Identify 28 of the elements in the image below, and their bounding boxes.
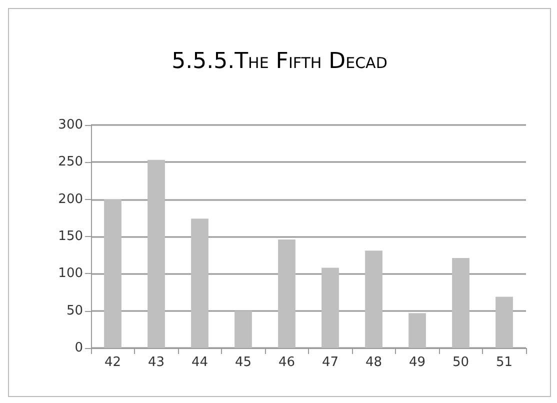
x-tick-label: 46	[278, 355, 296, 370]
bar	[234, 310, 252, 348]
x-tick-label: 50	[452, 355, 470, 370]
x-tick-label: 42	[104, 355, 122, 370]
chart-title: 5.5.5.The Fifth Decad	[170, 49, 388, 74]
bar	[452, 258, 470, 348]
bar	[191, 218, 208, 348]
x-tick-label: 51	[496, 355, 513, 370]
x-tick-label: 49	[408, 355, 426, 370]
y-tick-label: 100	[58, 266, 83, 282]
bar	[148, 160, 165, 348]
y-tick-label: 0	[74, 340, 83, 356]
y-tick-label: 250	[58, 154, 83, 170]
y-tick-label: 50	[66, 303, 83, 318]
y-tick-label: 200	[58, 192, 83, 207]
bar	[408, 313, 426, 348]
x-tick-label: 47	[322, 355, 339, 370]
x-tick-label: 48	[365, 355, 382, 370]
bar	[322, 268, 339, 348]
y-tick-label: 150	[58, 229, 83, 244]
bar	[104, 199, 122, 348]
x-tick-label: 43	[148, 355, 165, 370]
x-tick-label: 45	[234, 355, 252, 370]
bar	[365, 250, 382, 348]
y-tick-label: 300	[58, 118, 83, 132]
x-tick-label: 44	[191, 355, 208, 370]
bar	[278, 239, 296, 348]
bar	[496, 296, 513, 348]
